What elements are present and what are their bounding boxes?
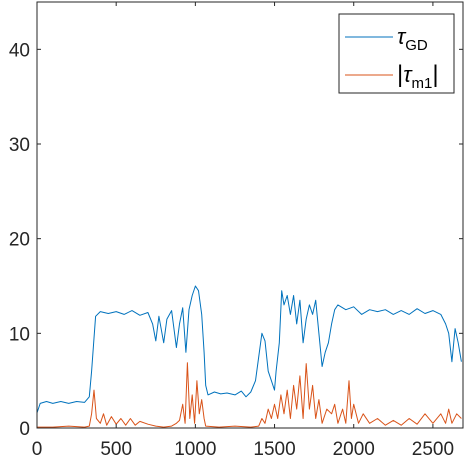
y-axis-ticks: 0 10 20 30 40: [9, 40, 463, 440]
legend-label: |τm1|: [397, 61, 439, 92]
legend-label: τGD: [397, 24, 428, 54]
y-tick-label: 40: [9, 40, 30, 61]
x-tick-label: 1500: [253, 439, 295, 460]
y-tick-label: 30: [9, 135, 30, 156]
legend: τGD |τm1|: [338, 13, 455, 94]
legend-box: [338, 13, 455, 94]
series-line-1: [36, 285, 462, 414]
axes-box: [36, 1, 464, 429]
plot-lines: [36, 285, 462, 428]
axes: [36, 1, 464, 429]
x-tick-label: 2500: [412, 439, 454, 460]
x-tick-label: 2000: [333, 439, 375, 460]
y-tick-label: 0: [19, 419, 30, 440]
y-tick-label: 10: [9, 324, 30, 345]
series-line-2: [37, 362, 462, 428]
y-tick-label: 20: [9, 230, 30, 251]
x-tick-label: 0: [32, 439, 43, 460]
x-tick-label: 500: [100, 439, 132, 460]
x-tick-label: 1000: [174, 439, 216, 460]
x-axis-ticks: 0 500 1000 1500 2000 2500: [32, 2, 454, 460]
